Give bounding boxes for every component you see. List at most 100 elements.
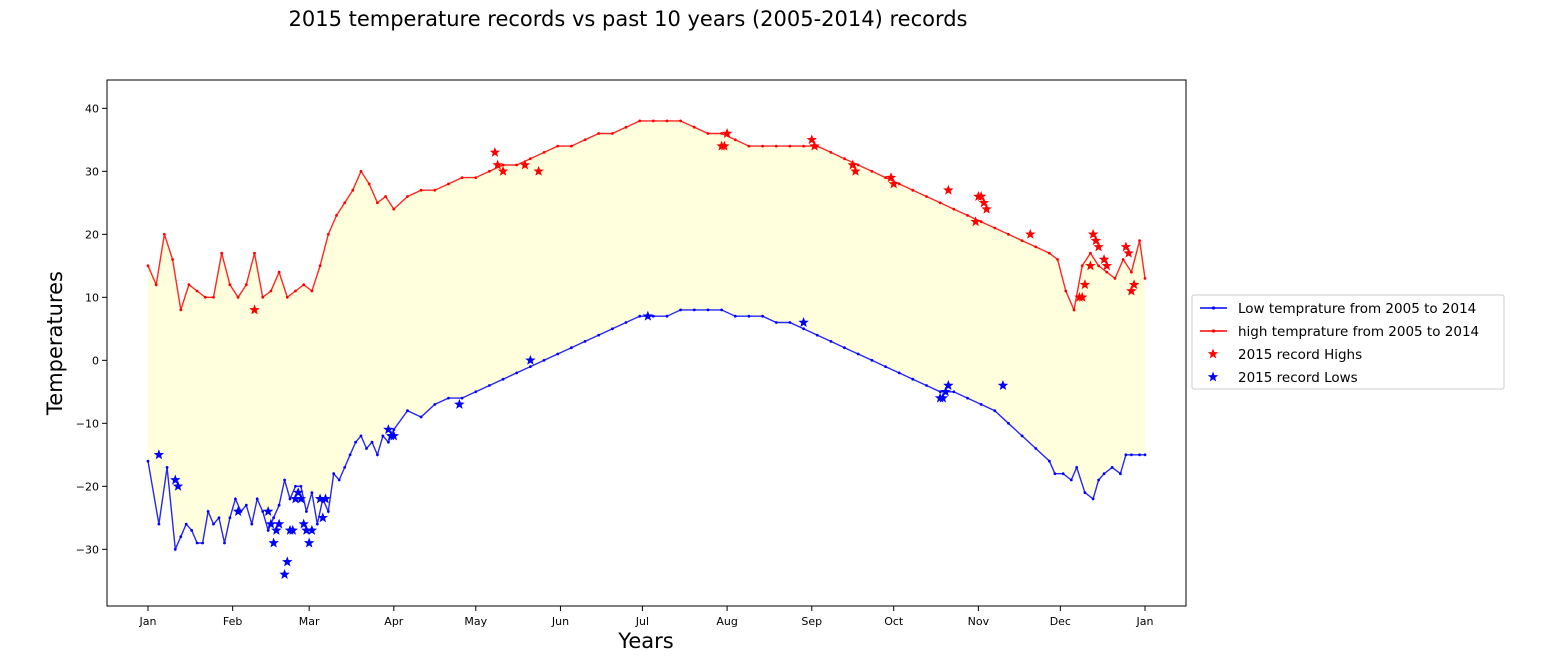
data-point-high xyxy=(501,163,505,167)
data-point-high xyxy=(351,188,355,192)
data-point-high xyxy=(802,144,805,148)
record-star-low xyxy=(295,493,307,504)
legend-box xyxy=(1191,294,1505,390)
x-tick-label: Mar xyxy=(299,615,320,628)
data-point-low xyxy=(747,314,751,318)
record-star-high xyxy=(719,140,730,151)
data-point-low xyxy=(1083,491,1087,494)
record-star-high xyxy=(970,216,981,227)
data-point-low xyxy=(201,541,205,545)
plot-area xyxy=(106,79,1187,607)
data-point-low xyxy=(294,484,297,488)
data-point-low xyxy=(184,522,188,526)
data-point-low xyxy=(720,308,723,312)
record-star-low xyxy=(172,480,184,491)
data-point-high xyxy=(747,144,751,148)
record-star-low xyxy=(268,537,279,548)
data-point-low xyxy=(387,440,390,444)
data-point-low xyxy=(761,314,764,318)
data-point-high xyxy=(856,163,860,167)
record-star-low xyxy=(265,518,277,529)
data-point-low xyxy=(638,314,642,318)
data-point-high xyxy=(1138,239,1141,243)
data-point-low xyxy=(354,440,357,444)
data-point-low xyxy=(179,535,183,539)
data-point-low xyxy=(1053,472,1057,476)
data-point-low xyxy=(223,541,226,545)
data-point-high xyxy=(788,144,792,148)
data-point-low xyxy=(624,321,628,324)
record-star-low xyxy=(262,506,274,516)
record-star-high xyxy=(1101,260,1113,271)
data-point-low xyxy=(1143,453,1147,457)
record-star-low xyxy=(298,518,309,529)
data-point-low xyxy=(305,510,308,513)
record-star-high xyxy=(850,165,861,176)
data-point-low xyxy=(165,466,169,469)
data-point-high xyxy=(488,169,491,173)
data-point-low xyxy=(897,371,901,375)
record-star-high xyxy=(519,159,531,170)
data-point-low xyxy=(679,308,682,312)
data-point-high xyxy=(720,132,723,135)
record-star-low xyxy=(997,380,1009,390)
legend-marker-record_lows xyxy=(1207,371,1219,382)
record-star-low xyxy=(940,386,951,397)
data-point-low xyxy=(1020,434,1024,438)
data-point-low xyxy=(419,415,423,419)
data-point-high xyxy=(163,232,166,236)
record-star-high xyxy=(1085,260,1096,271)
y-tick-label: 20 xyxy=(85,228,99,241)
data-point-low xyxy=(474,390,478,394)
data-point-high xyxy=(979,220,983,224)
y-axis: −30 −20 −10 0 10 20 30 40 xyxy=(76,102,107,556)
record-star-high xyxy=(1079,279,1091,290)
data-point-high xyxy=(911,188,915,192)
legend-marker-dot-low xyxy=(1211,306,1216,310)
data-point-low xyxy=(332,472,336,476)
data-point-high xyxy=(829,151,833,154)
data-point-high xyxy=(1130,270,1133,274)
legend-label-record_lows: 2015 record Lows xyxy=(1238,370,1358,386)
data-point-low xyxy=(365,447,368,450)
data-point-high xyxy=(993,226,997,230)
data-point-low xyxy=(1069,478,1073,482)
data-point-low xyxy=(1061,472,1065,476)
data-point-low xyxy=(217,516,221,520)
data-point-low xyxy=(244,503,248,507)
data-point-low xyxy=(815,333,819,337)
data-point-low xyxy=(1091,497,1095,501)
fill-between-band xyxy=(148,120,1145,550)
record-star-low xyxy=(642,310,654,321)
data-point-low xyxy=(529,365,532,368)
record-star-low xyxy=(170,474,181,485)
record-star-low xyxy=(153,449,165,460)
record-star-low xyxy=(798,317,809,327)
data-point-high xyxy=(938,201,942,205)
data-point-low xyxy=(212,522,215,526)
data-point-high xyxy=(692,125,696,129)
legend-marker-dot-high xyxy=(1211,329,1216,333)
data-point-low xyxy=(157,522,161,526)
data-point-high xyxy=(611,132,614,135)
data-point-high xyxy=(335,214,338,217)
data-point-low xyxy=(288,497,292,501)
data-point-low xyxy=(925,384,928,387)
record-star-high xyxy=(888,178,899,189)
x-axis: Jan Feb Mar Apr May Jun Jul Aug Sep Oct Nov Dec Jan xyxy=(138,606,1154,628)
data-point-low xyxy=(406,409,409,413)
data-point-high xyxy=(515,163,519,167)
data-point-low xyxy=(597,333,601,337)
data-point-high xyxy=(570,144,573,148)
record-star-high xyxy=(533,165,544,176)
record-star-low xyxy=(273,518,285,529)
data-point-high xyxy=(302,283,306,287)
data-point-low xyxy=(261,510,265,513)
legend-label-high: high temprature from 2005 to 2014 xyxy=(1238,324,1479,340)
data-point-low xyxy=(266,529,270,532)
data-point-high xyxy=(367,182,371,186)
data-point-high xyxy=(171,258,175,261)
data-point-high xyxy=(638,119,642,123)
data-point-high xyxy=(597,132,601,135)
record-star-low xyxy=(290,493,301,504)
